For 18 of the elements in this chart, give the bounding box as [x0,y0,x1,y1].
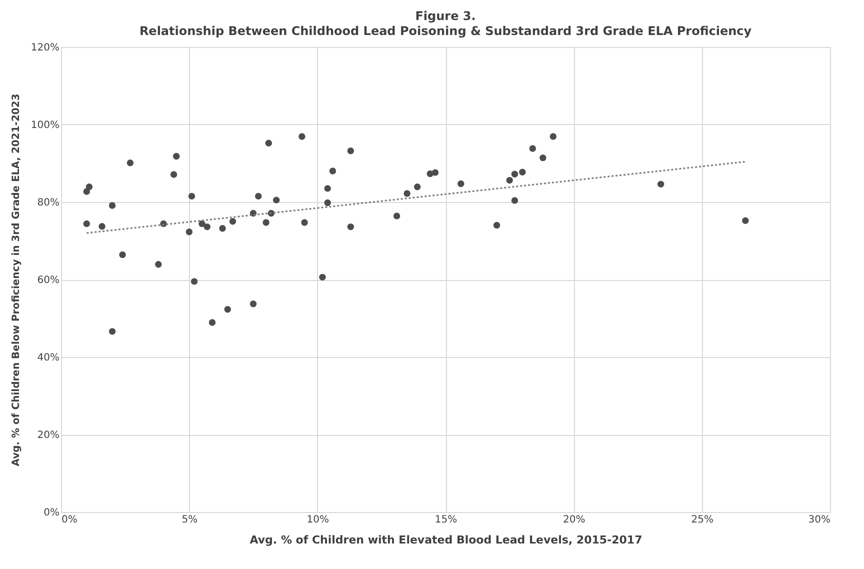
y-axis-title: Avg. % of Children Below Proficiency in 3rd Grade ELA, 2021-2023 [10,94,22,466]
x-tick-label: 15% [434,514,458,526]
y-tick-label: 60% [37,275,60,286]
x-tick-label: 10% [306,514,329,526]
y-tick-label: 0% [44,508,60,518]
x-tick-label: 25% [691,514,714,526]
x-tick-label: 30% [808,514,830,526]
y-tick-label: 40% [37,352,60,364]
y-tick-label: 80% [37,198,60,208]
x-tick-label: 5% [182,514,198,526]
x-axis-title: Avg. % of Children with Elevated Blood Lead Levels, 2015-2017 [250,534,642,546]
x-tick-label: 20% [563,514,586,526]
x-tick-label: 0% [62,514,78,526]
y-tick-label: 100% [30,120,60,131]
y-tick-label: 20% [37,430,60,441]
y-tick-label: 120% [30,42,60,54]
chart-title: Figure 3. [415,9,476,23]
chart-subtitle: Relationship Between Childhood Lead Poisoning & Substandard 3rd Grade ELA Proficiency [139,24,752,38]
